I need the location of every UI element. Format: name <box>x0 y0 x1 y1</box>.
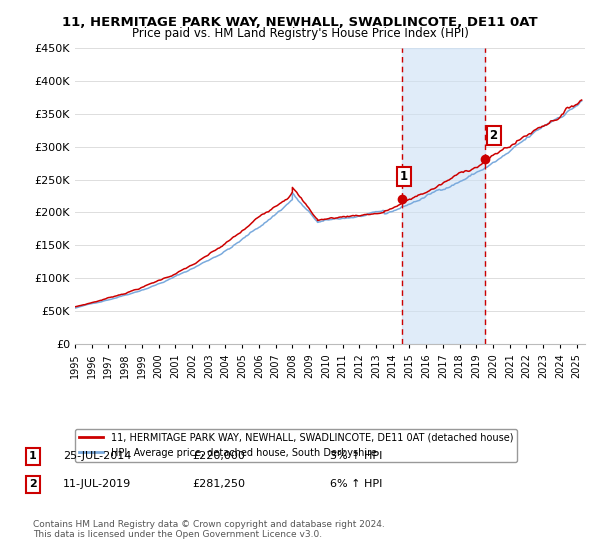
Text: 11, HERMITAGE PARK WAY, NEWHALL, SWADLINCOTE, DE11 0AT: 11, HERMITAGE PARK WAY, NEWHALL, SWADLIN… <box>62 16 538 29</box>
Text: £220,000: £220,000 <box>192 451 245 461</box>
Legend: 11, HERMITAGE PARK WAY, NEWHALL, SWADLINCOTE, DE11 0AT (detached house), HPI: Av: 11, HERMITAGE PARK WAY, NEWHALL, SWADLIN… <box>75 429 517 461</box>
Text: 1: 1 <box>400 170 408 183</box>
Text: 25-JUL-2014: 25-JUL-2014 <box>63 451 131 461</box>
Text: 11-JUL-2019: 11-JUL-2019 <box>63 479 131 489</box>
Text: Contains HM Land Registry data © Crown copyright and database right 2024.
This d: Contains HM Land Registry data © Crown c… <box>33 520 385 539</box>
Bar <box>402 48 485 344</box>
Text: Price paid vs. HM Land Registry's House Price Index (HPI): Price paid vs. HM Land Registry's House … <box>131 27 469 40</box>
Text: 1: 1 <box>29 451 37 461</box>
Text: 2: 2 <box>29 479 37 489</box>
Text: 3% ↑ HPI: 3% ↑ HPI <box>330 451 382 461</box>
Text: £281,250: £281,250 <box>192 479 245 489</box>
Text: 2: 2 <box>490 129 497 142</box>
Text: 6% ↑ HPI: 6% ↑ HPI <box>330 479 382 489</box>
